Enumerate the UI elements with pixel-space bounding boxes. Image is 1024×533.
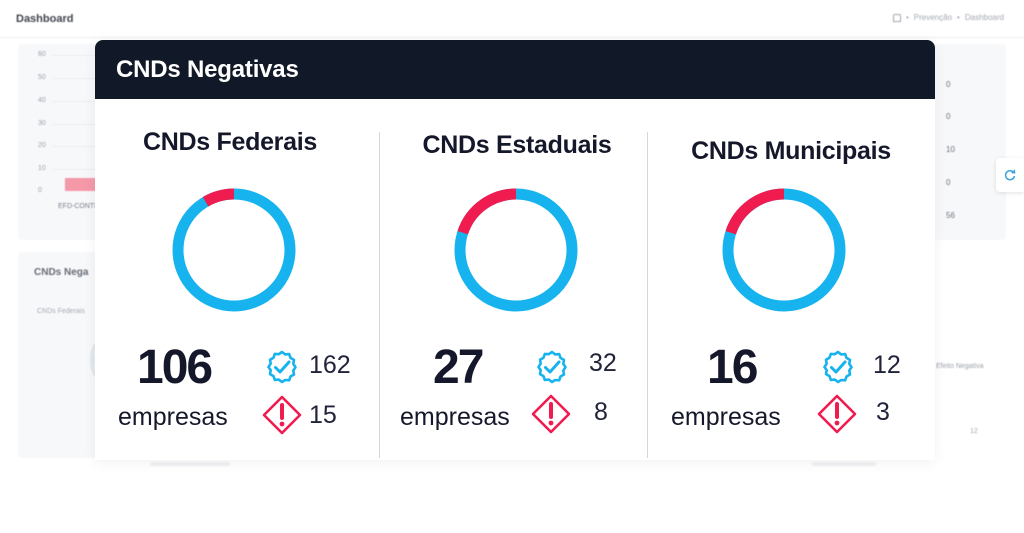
alert-count: 3 bbox=[876, 398, 890, 426]
table-row bbox=[812, 462, 876, 466]
alert-diamond-icon bbox=[531, 394, 571, 434]
grid-line bbox=[52, 124, 96, 125]
donut-chart bbox=[454, 188, 578, 312]
section-title: CNDs Estaduais bbox=[422, 131, 612, 159]
breadcrumb-separator: • bbox=[905, 13, 909, 22]
modal-title: CNDs Negativas bbox=[116, 55, 299, 83]
valid-count: 12 bbox=[873, 351, 901, 379]
chart-bar bbox=[65, 178, 96, 191]
donut-chart bbox=[722, 188, 846, 312]
alert-diamond-icon bbox=[262, 395, 302, 435]
company-unit: empresas bbox=[118, 403, 228, 431]
y-tick: 0 bbox=[38, 187, 42, 194]
home-icon[interactable] bbox=[892, 13, 901, 22]
refresh-button[interactable] bbox=[996, 158, 1024, 192]
refresh-icon bbox=[1004, 169, 1016, 181]
column-divider bbox=[647, 132, 648, 458]
section-subtitle[interactable]: CNDs Federais bbox=[37, 308, 85, 315]
breadcrumb-item[interactable]: Prevenção bbox=[913, 13, 953, 22]
donut-alert-arc bbox=[202, 188, 235, 207]
section-municipais: CNDs Municipais 16 empresas 12 3 bbox=[648, 99, 928, 459]
valid-count: 162 bbox=[309, 351, 351, 379]
page-title: Dashboard bbox=[16, 13, 74, 25]
check-badge-icon bbox=[823, 350, 853, 384]
company-count: 16 bbox=[707, 341, 758, 394]
y-tick: 60 bbox=[38, 51, 46, 58]
chart-panel bbox=[18, 44, 98, 240]
company-unit: empresas bbox=[400, 403, 510, 431]
faded-donut bbox=[90, 343, 102, 377]
check-badge-icon bbox=[537, 350, 567, 384]
column-divider bbox=[379, 132, 380, 458]
donut-alert-arc bbox=[457, 188, 517, 235]
grid-line bbox=[52, 101, 96, 102]
y-tick: 30 bbox=[38, 120, 46, 127]
stat-number: 10 bbox=[946, 145, 955, 154]
section-title: CNDs Municipais bbox=[691, 137, 891, 165]
grid-line bbox=[52, 55, 96, 56]
y-tick: 20 bbox=[38, 142, 46, 149]
cnds-negativas-modal: CNDs Negativas CNDs Federais 106 empresa… bbox=[95, 40, 935, 460]
check-badge-icon bbox=[267, 350, 297, 384]
table-value: 12 bbox=[970, 428, 978, 435]
cnd-panel bbox=[18, 252, 98, 458]
stats-panel bbox=[930, 44, 1006, 240]
grid-line bbox=[52, 146, 96, 147]
alert-count: 8 bbox=[594, 398, 608, 426]
table-row bbox=[150, 462, 230, 466]
grid-line bbox=[52, 78, 96, 79]
y-tick: 50 bbox=[38, 74, 46, 81]
column-header: Efeito Negativa bbox=[936, 363, 984, 370]
company-count: 27 bbox=[433, 341, 484, 394]
donut-chart bbox=[172, 188, 296, 312]
valid-count: 32 bbox=[589, 349, 617, 377]
breadcrumb: • Prevenção • Dashboard bbox=[892, 13, 1004, 22]
alert-count: 15 bbox=[309, 401, 337, 429]
donut-alert-arc bbox=[725, 188, 785, 235]
modal-header: CNDs Negativas bbox=[95, 40, 935, 99]
section-federais: CNDs Federais 106 empresas 162 15 bbox=[95, 99, 375, 459]
section-title: CNDs Federais bbox=[143, 128, 317, 156]
breadcrumb-item: Dashboard bbox=[964, 13, 1004, 22]
section-estaduais: CNDs Estaduais 27 empresas 32 8 bbox=[379, 99, 659, 459]
stat-number: 0 bbox=[946, 178, 951, 187]
stat-number: 0 bbox=[946, 112, 951, 121]
category-label: EFD-CONTI bbox=[58, 203, 97, 210]
top-bar: Dashboard • Prevenção • Dashboard bbox=[0, 0, 1024, 38]
donut-valid-arc bbox=[172, 188, 296, 312]
company-unit: empresas bbox=[671, 403, 781, 431]
y-tick: 10 bbox=[38, 165, 46, 172]
y-tick: 40 bbox=[38, 97, 46, 104]
alert-diamond-icon bbox=[817, 394, 857, 434]
breadcrumb-separator: • bbox=[957, 13, 960, 22]
company-count: 106 bbox=[137, 341, 213, 394]
stat-number: 56 bbox=[946, 211, 955, 220]
grid-line bbox=[52, 169, 96, 170]
section-heading: CNDs Nega bbox=[34, 267, 89, 278]
stat-number: 0 bbox=[946, 80, 951, 89]
background-dashboard: Dashboard • Prevenção • Dashboard 60 50 … bbox=[0, 0, 1024, 466]
